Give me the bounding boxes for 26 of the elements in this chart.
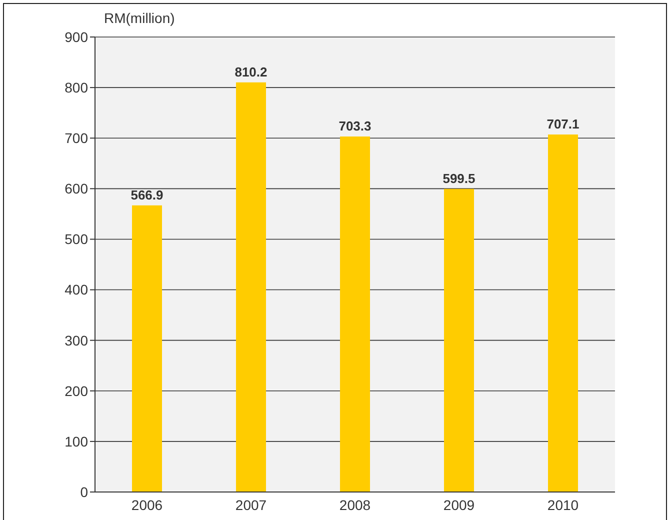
x-tick-label: 2010 [547,496,579,513]
y-tick-label: 400 [64,282,88,298]
data-label: 810.2 [234,64,268,80]
data-label: 703.3 [338,118,372,134]
bar [340,136,370,492]
data-label: 707.1 [546,116,580,132]
y-tick-label: 700 [64,130,88,146]
data-label: 599.5 [442,170,476,186]
bar [236,82,266,492]
x-tick-label: 2008 [339,496,371,513]
bar [132,205,162,492]
y-tick-label: 200 [64,382,88,399]
data-label: 566.9 [130,187,164,202]
y-axis-title: RM(million) [104,10,175,26]
y-tick-label: 900 [64,28,88,45]
y-tick-label: 300 [64,332,88,348]
y-tick-label: 800 [64,80,88,96]
bar [548,134,578,492]
x-tick-label: 2007 [235,496,267,513]
y-tick-label: 0 [80,484,88,500]
y-tick-label: 600 [64,180,88,197]
y-tick-label: 500 [64,231,88,248]
x-tick-label: 2009 [443,496,475,513]
bar [444,188,474,492]
y-tick-label: 100 [64,433,88,450]
x-tick-label: 2006 [131,496,163,513]
